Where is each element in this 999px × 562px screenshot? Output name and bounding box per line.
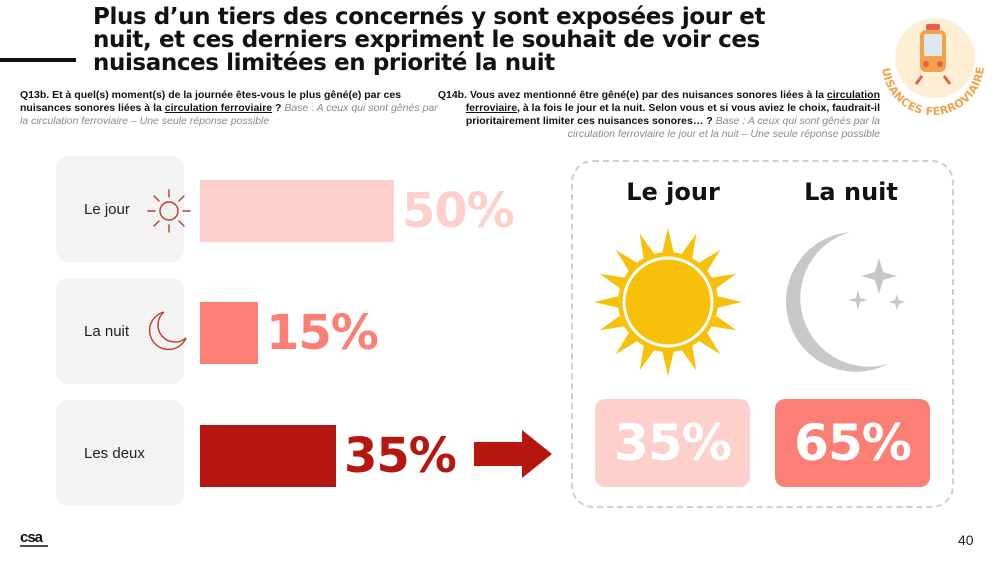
q-left-text-after: ?: [275, 102, 282, 114]
train-icon: NUISANCES FERROVIAIRES: [872, 8, 987, 118]
bar-label-day: 50%: [402, 183, 515, 239]
column-header-night: La nuit: [804, 178, 898, 206]
page-title: Plus d’un tiers des concernés y sont exp…: [93, 4, 766, 76]
sun-icon: [594, 228, 742, 376]
category-label-both: Les deux: [84, 445, 145, 462]
right-arrow-icon: [474, 430, 552, 478]
title-divider: [0, 58, 76, 62]
q-right-underlined: circulation ferroviaire: [465, 89, 880, 114]
sun-ray: [680, 343, 697, 371]
category-label-night: La nuit: [84, 323, 130, 340]
q-right-text-after: , à la fois le jour et la nuit. Selon vo…: [465, 102, 880, 127]
q-left-text: Et à quel(s) moment(s) de la journée ête…: [20, 89, 402, 114]
moon-stars-icon: [786, 232, 905, 372]
value-pill-day: 35%: [595, 399, 750, 487]
sun-ray: [599, 314, 627, 331]
csa-logo: csa: [20, 529, 48, 547]
sun-ray: [599, 273, 627, 290]
bar-chart: 50% 15% 35%: [200, 156, 540, 516]
q-right-base: Base : A ceux qui sont gênés par la circ…: [567, 115, 880, 140]
column-header-day: Le jour: [626, 178, 720, 206]
sun-ray: [709, 314, 737, 331]
priority-panel: [571, 160, 954, 508]
bar-label-both: 35%: [344, 428, 457, 484]
sun-ray: [715, 295, 742, 309]
sun-ray: [680, 233, 697, 261]
sun-outline-icon: [147, 189, 191, 233]
sun-ray: [639, 343, 656, 371]
q-right-text: Vous avez mentionné être gêné(e) par des…: [469, 89, 824, 101]
value-pill-night: 65%: [775, 399, 930, 487]
card-day: Le jour: [56, 156, 191, 262]
sun-ray: [661, 349, 675, 376]
page-number: 40: [958, 532, 974, 548]
question-left: Q13b. Et à quel(s) moment(s) de la journ…: [20, 89, 440, 128]
q-right-code: Q14b.: [437, 89, 468, 101]
crescent-moon-outline-icon: [148, 311, 187, 351]
bar-both: [200, 425, 336, 487]
sun-ray: [594, 295, 621, 309]
card-both: Les deux: [56, 400, 184, 506]
bar-label-night: 15%: [266, 305, 379, 361]
q-left-underlined: circulation ferroviaire: [164, 102, 273, 114]
category-label-day: Le jour: [84, 201, 130, 218]
bar-night: [200, 302, 258, 364]
sun-ray: [661, 228, 675, 255]
sun-ray: [639, 233, 656, 261]
q-left-code: Q13b.: [20, 89, 50, 101]
question-right: Q14b. Vous avez mentionné être gêné(e) p…: [437, 89, 880, 141]
sun-ray: [709, 273, 737, 290]
bar-day: [200, 180, 394, 242]
card-night: La nuit: [56, 278, 187, 384]
svg-text:csa: csa: [20, 529, 44, 546]
q-left-base: Base : A ceux qui sont gênés par la circ…: [20, 102, 438, 127]
